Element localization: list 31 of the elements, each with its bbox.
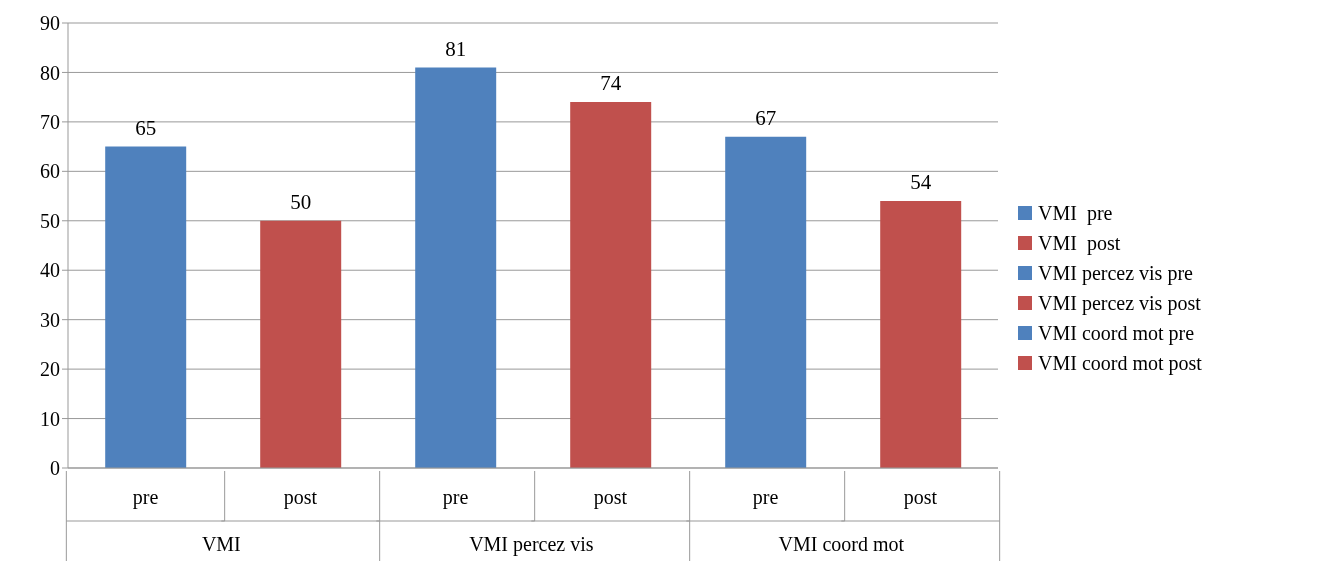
legend-label: VMI coord mot pre [1038, 321, 1195, 347]
y-tick-label: 0 [50, 457, 60, 480]
data-label: 54 [910, 170, 932, 194]
y-tick-label: 10 [40, 407, 60, 430]
y-tick-label: 60 [40, 160, 60, 183]
legend-label: VMI post [1038, 231, 1121, 257]
x-tick-label: post [903, 486, 938, 509]
text: VMI percez vis [469, 533, 594, 556]
y-tick-label: 20 [40, 358, 60, 381]
text: VMI [201, 533, 241, 555]
x-tick-label: pre [442, 486, 469, 509]
y-tick-label: 30 [40, 308, 60, 331]
y-tick-label: 90 [40, 12, 60, 35]
x-tick-label: pre [752, 486, 779, 509]
y-tick-label: 40 [40, 259, 60, 282]
y-tick-label: 70 [40, 110, 60, 133]
text: VMI coord mot [778, 533, 905, 555]
x-tick-label: post [283, 486, 318, 509]
data-label: 65 [135, 115, 157, 140]
legend-label: VMI percez vis pre [1038, 261, 1193, 287]
legend-label: VMI percez vis post [1038, 291, 1201, 317]
data-label: 50 [290, 189, 312, 214]
data-label: 67 [755, 105, 777, 130]
legend-label: VMI coord mot post [1038, 351, 1202, 377]
y-tick-label: 50 [40, 209, 60, 232]
legend-label: VMI pre [1038, 201, 1113, 227]
data-label: 81 [445, 36, 467, 61]
x-tick-label: pre [132, 486, 159, 509]
x-tick-label: post [593, 486, 628, 509]
data-label: 74 [600, 71, 622, 96]
y-tick-label: 80 [40, 61, 60, 84]
